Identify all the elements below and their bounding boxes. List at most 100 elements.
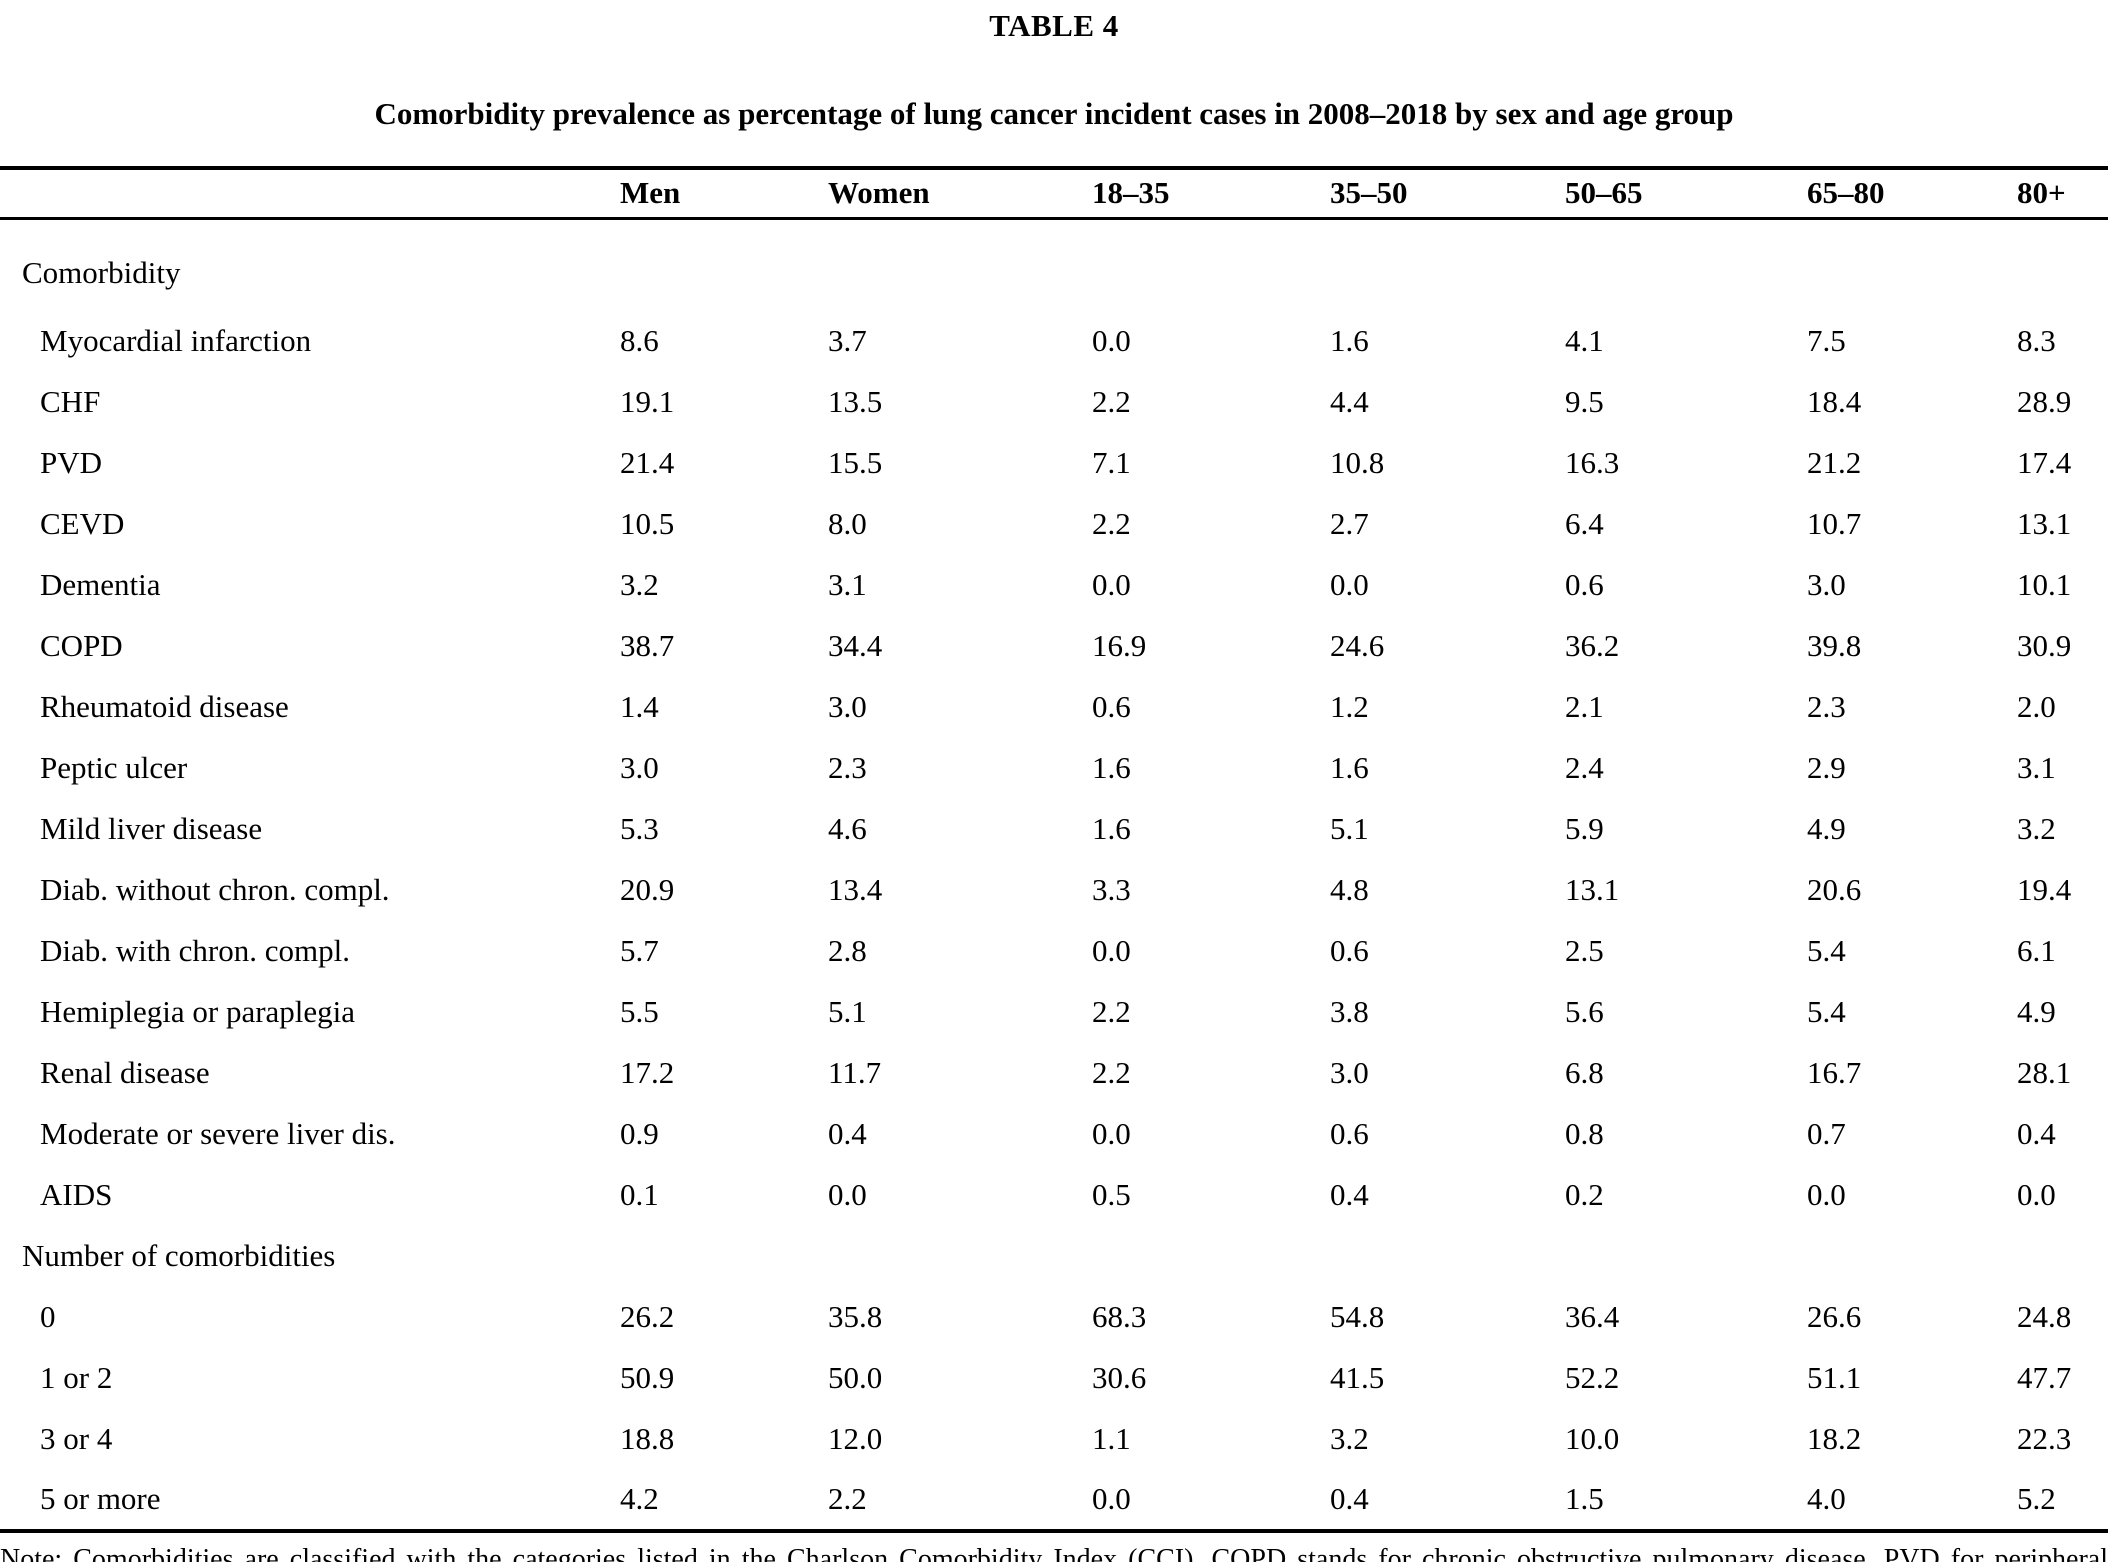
cell-men: 0.1 (620, 1177, 659, 1212)
row-label: Diab. with chron. compl. (40, 933, 350, 968)
table-row: Comorbidity (0, 218, 2108, 311)
cell-age-35-50: 0.6 (1330, 1116, 1369, 1151)
cell-men: 3.0 (620, 750, 659, 785)
row-label: CEVD (40, 506, 125, 541)
column-header-age-50-65: 50–65 (1565, 168, 1807, 220)
cell-age-65-80: 16.7 (1807, 1055, 1862, 1090)
comorbidity-table: Men Women 18–35 35–50 50–65 65–80 80+ Co… (0, 166, 2108, 1533)
cell-men: 21.4 (620, 445, 675, 480)
row-label: Mild liver disease (40, 811, 263, 846)
cell-age-35-50: 3.8 (1330, 994, 1369, 1029)
cell-age-80plus: 0.4 (2017, 1116, 2056, 1151)
cell-women: 2.2 (828, 1481, 867, 1516)
cell-age-80plus: 2.0 (2017, 689, 2056, 724)
cell-age-18-35: 0.5 (1092, 1177, 1131, 1212)
cell-age-50-65: 4.1 (1565, 323, 1604, 358)
cell-age-65-80: 39.8 (1807, 628, 1862, 663)
cell-age-50-65: 0.6 (1565, 567, 1604, 602)
cell-age-80plus: 3.2 (2017, 811, 2056, 846)
table-footnote: Note: Comorbidities are classified with … (0, 1543, 2108, 1562)
cell-age-18-35 (1092, 1226, 1330, 1287)
cell-age-35-50: 4.4 (1330, 384, 1369, 419)
cell-age-80plus: 8.3 (2017, 323, 2056, 358)
cell-age-50-65: 1.5 (1565, 1481, 1604, 1516)
cell-age-65-80: 7.5 (1807, 323, 1846, 358)
cell-age-18-35: 2.2 (1092, 506, 1131, 541)
cell-age-18-35: 16.9 (1092, 628, 1147, 663)
cell-age-80plus: 13.1 (2017, 506, 2072, 541)
table-row: Dementia 3.2 3.1 0.0 0.0 0.6 3.0 10.1 (0, 555, 2108, 616)
row-label: Dementia (40, 567, 161, 602)
cell-men: 8.6 (620, 323, 659, 358)
cell-age-35-50: 10.8 (1330, 445, 1385, 480)
cell-age-18-35: 0.0 (1092, 1481, 1131, 1516)
row-label: Diab. without chron. compl. (40, 872, 390, 907)
table-row: Mild liver disease 5.3 4.6 1.6 5.1 5.9 4… (0, 799, 2108, 860)
row-label: AIDS (40, 1177, 113, 1212)
cell-age-80plus: 19.4 (2017, 872, 2072, 907)
cell-men: 20.9 (620, 872, 675, 907)
table-row: 3 or 4 18.8 12.0 1.1 3.2 10.0 18.2 22.3 (0, 1409, 2108, 1470)
cell-age-35-50: 54.8 (1330, 1299, 1385, 1334)
cell-men: 19.1 (620, 384, 675, 419)
row-label: 1 or 2 (40, 1360, 113, 1395)
table-row: CEVD 10.5 8.0 2.2 2.7 6.4 10.7 13.1 (0, 494, 2108, 555)
row-label: COPD (40, 628, 123, 663)
cell-men: 4.2 (620, 1481, 659, 1516)
row-label: 5 or more (40, 1481, 161, 1516)
cell-women: 3.7 (828, 323, 867, 358)
cell-women: 0.4 (828, 1116, 867, 1151)
cell-age-65-80: 10.7 (1807, 506, 1862, 541)
cell-age-80plus: 22.3 (2017, 1421, 2072, 1456)
cell-age-80plus: 6.1 (2017, 933, 2056, 968)
cell-age-35-50: 0.0 (1330, 567, 1369, 602)
cell-age-18-35: 2.2 (1092, 384, 1131, 419)
cell-age-65-80: 2.9 (1807, 750, 1846, 785)
table-row: Renal disease 17.2 11.7 2.2 3.0 6.8 16.7… (0, 1043, 2108, 1104)
cell-age-50-65: 5.9 (1565, 811, 1604, 846)
table-row: AIDS 0.1 0.0 0.5 0.4 0.2 0.0 0.0 (0, 1165, 2108, 1226)
column-header-women: Women (828, 168, 1092, 220)
cell-age-35-50: 0.4 (1330, 1481, 1369, 1516)
row-label: PVD (40, 445, 103, 480)
cell-age-35-50: 1.6 (1330, 323, 1369, 358)
cell-age-80plus: 5.2 (2017, 1481, 2056, 1516)
cell-age-50-65: 0.2 (1565, 1177, 1604, 1212)
cell-age-18-35: 1.1 (1092, 1421, 1131, 1456)
cell-age-65-80: 18.2 (1807, 1421, 1862, 1456)
cell-age-35-50 (1330, 1226, 1565, 1287)
cell-age-50-65: 2.5 (1565, 933, 1604, 968)
cell-age-80plus: 3.1 (2017, 750, 2056, 785)
cell-age-18-35: 0.0 (1092, 567, 1131, 602)
cell-women: 34.4 (828, 628, 883, 663)
cell-age-50-65 (1565, 218, 1807, 311)
cell-women: 3.1 (828, 567, 867, 602)
cell-age-65-80: 0.0 (1807, 1177, 1846, 1212)
table-row: Diab. with chron. compl. 5.7 2.8 0.0 0.6… (0, 921, 2108, 982)
cell-age-35-50: 24.6 (1330, 628, 1385, 663)
cell-age-18-35 (1092, 218, 1330, 311)
table-row: Moderate or severe liver dis. 0.9 0.4 0.… (0, 1104, 2108, 1165)
cell-women: 35.8 (828, 1299, 883, 1334)
cell-age-65-80: 21.2 (1807, 445, 1862, 480)
cell-women: 11.7 (828, 1055, 882, 1090)
table-number-heading: TABLE 4 (989, 8, 1119, 43)
cell-men: 17.2 (620, 1055, 675, 1090)
cell-women: 8.0 (828, 506, 867, 541)
cell-women: 13.5 (828, 384, 883, 419)
table-row: CHF 19.1 13.5 2.2 4.4 9.5 18.4 28.9 (0, 372, 2108, 433)
table-row: Number of comorbidities (0, 1226, 2108, 1287)
cell-men (620, 218, 828, 311)
cell-age-80plus: 0.0 (2017, 1177, 2056, 1212)
cell-men: 10.5 (620, 506, 675, 541)
cell-age-65-80: 4.0 (1807, 1481, 1846, 1516)
cell-age-65-80: 26.6 (1807, 1299, 1862, 1334)
row-label: Renal disease (40, 1055, 210, 1090)
cell-men: 5.3 (620, 811, 659, 846)
table-row: COPD 38.7 34.4 16.9 24.6 36.2 39.8 30.9 (0, 616, 2108, 677)
cell-men (620, 1226, 828, 1287)
cell-age-80plus: 10.1 (2017, 567, 2072, 602)
cell-age-18-35: 1.6 (1092, 750, 1131, 785)
cell-age-50-65: 36.2 (1565, 628, 1620, 663)
